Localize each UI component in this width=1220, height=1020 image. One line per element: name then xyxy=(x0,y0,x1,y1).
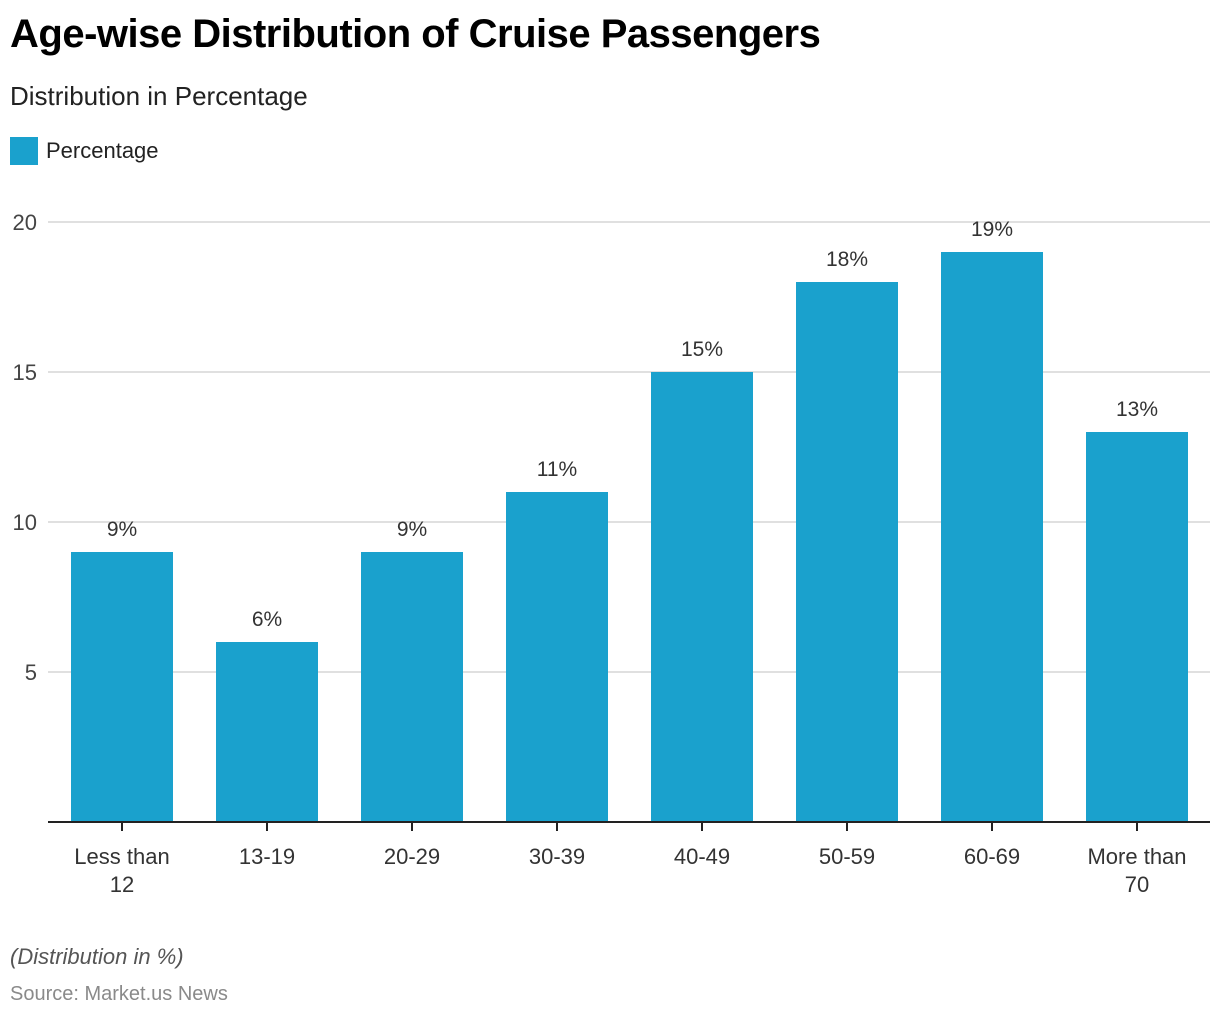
data-label: 6% xyxy=(252,608,282,631)
x-tick-label: 40-49 xyxy=(674,844,730,869)
data-label: 13% xyxy=(1116,398,1158,421)
x-tick-label: More than 70 xyxy=(1087,844,1186,897)
x-tick-label-line: 50-59 xyxy=(819,844,875,869)
x-tick-label-line: 40-49 xyxy=(674,844,730,869)
x-tick-label: 20-29 xyxy=(384,844,440,869)
legend-swatch xyxy=(10,137,38,165)
bar xyxy=(71,552,173,822)
x-tick-label-line: 12 xyxy=(110,872,134,897)
x-tick-label: 60-69 xyxy=(964,844,1020,869)
bar xyxy=(506,492,608,822)
bar xyxy=(1086,432,1188,822)
x-tick-label: 30-39 xyxy=(529,844,585,869)
bar xyxy=(941,252,1043,822)
legend-label: Percentage xyxy=(46,138,159,163)
x-tick-label: 13-19 xyxy=(239,844,295,869)
data-label: 15% xyxy=(681,338,723,361)
y-axis-ticks: 5 10 15 20 xyxy=(13,210,37,685)
x-axis: Less than 12 13-19 20-29 30-39 40-49 50-59 60-6… xyxy=(48,821,1210,897)
source-credit: Source: Market.us News xyxy=(10,983,228,1005)
bar xyxy=(361,552,463,822)
y-tick-label: 20 xyxy=(13,210,37,235)
y-tick-label: 15 xyxy=(13,360,37,385)
data-label: 19% xyxy=(971,218,1013,241)
bars xyxy=(71,252,1188,822)
x-tick-label-line: 13-19 xyxy=(239,844,295,869)
chart-subtitle: Distribution in Percentage xyxy=(10,81,308,111)
footnote: (Distribution in %) xyxy=(10,944,184,969)
legend: Percentage xyxy=(10,137,159,165)
x-tick-label-line: 30-39 xyxy=(529,844,585,869)
x-tick-label: 50-59 xyxy=(819,844,875,869)
x-tick-label-line: 60-69 xyxy=(964,844,1020,869)
y-tick-label: 10 xyxy=(13,510,37,535)
x-tick-label-line: More than xyxy=(1087,844,1186,869)
y-tick-label: 5 xyxy=(25,660,37,685)
data-label: 18% xyxy=(826,248,868,271)
x-tick-label-line: 20-29 xyxy=(384,844,440,869)
bar xyxy=(651,372,753,822)
data-label: 9% xyxy=(107,518,137,541)
data-labels: 9% 6% 9% 11% 15% 18% 19% 13% xyxy=(107,218,1158,631)
data-label: 11% xyxy=(537,458,577,481)
data-label: 9% xyxy=(397,518,427,541)
bar xyxy=(216,642,318,822)
bar xyxy=(796,282,898,822)
x-tick-label: Less than 12 xyxy=(74,844,169,897)
x-tick-label-line: Less than xyxy=(74,844,169,869)
chart-title: Age-wise Distribution of Cruise Passenge… xyxy=(10,12,821,56)
x-tick-label-line: 70 xyxy=(1125,872,1149,897)
